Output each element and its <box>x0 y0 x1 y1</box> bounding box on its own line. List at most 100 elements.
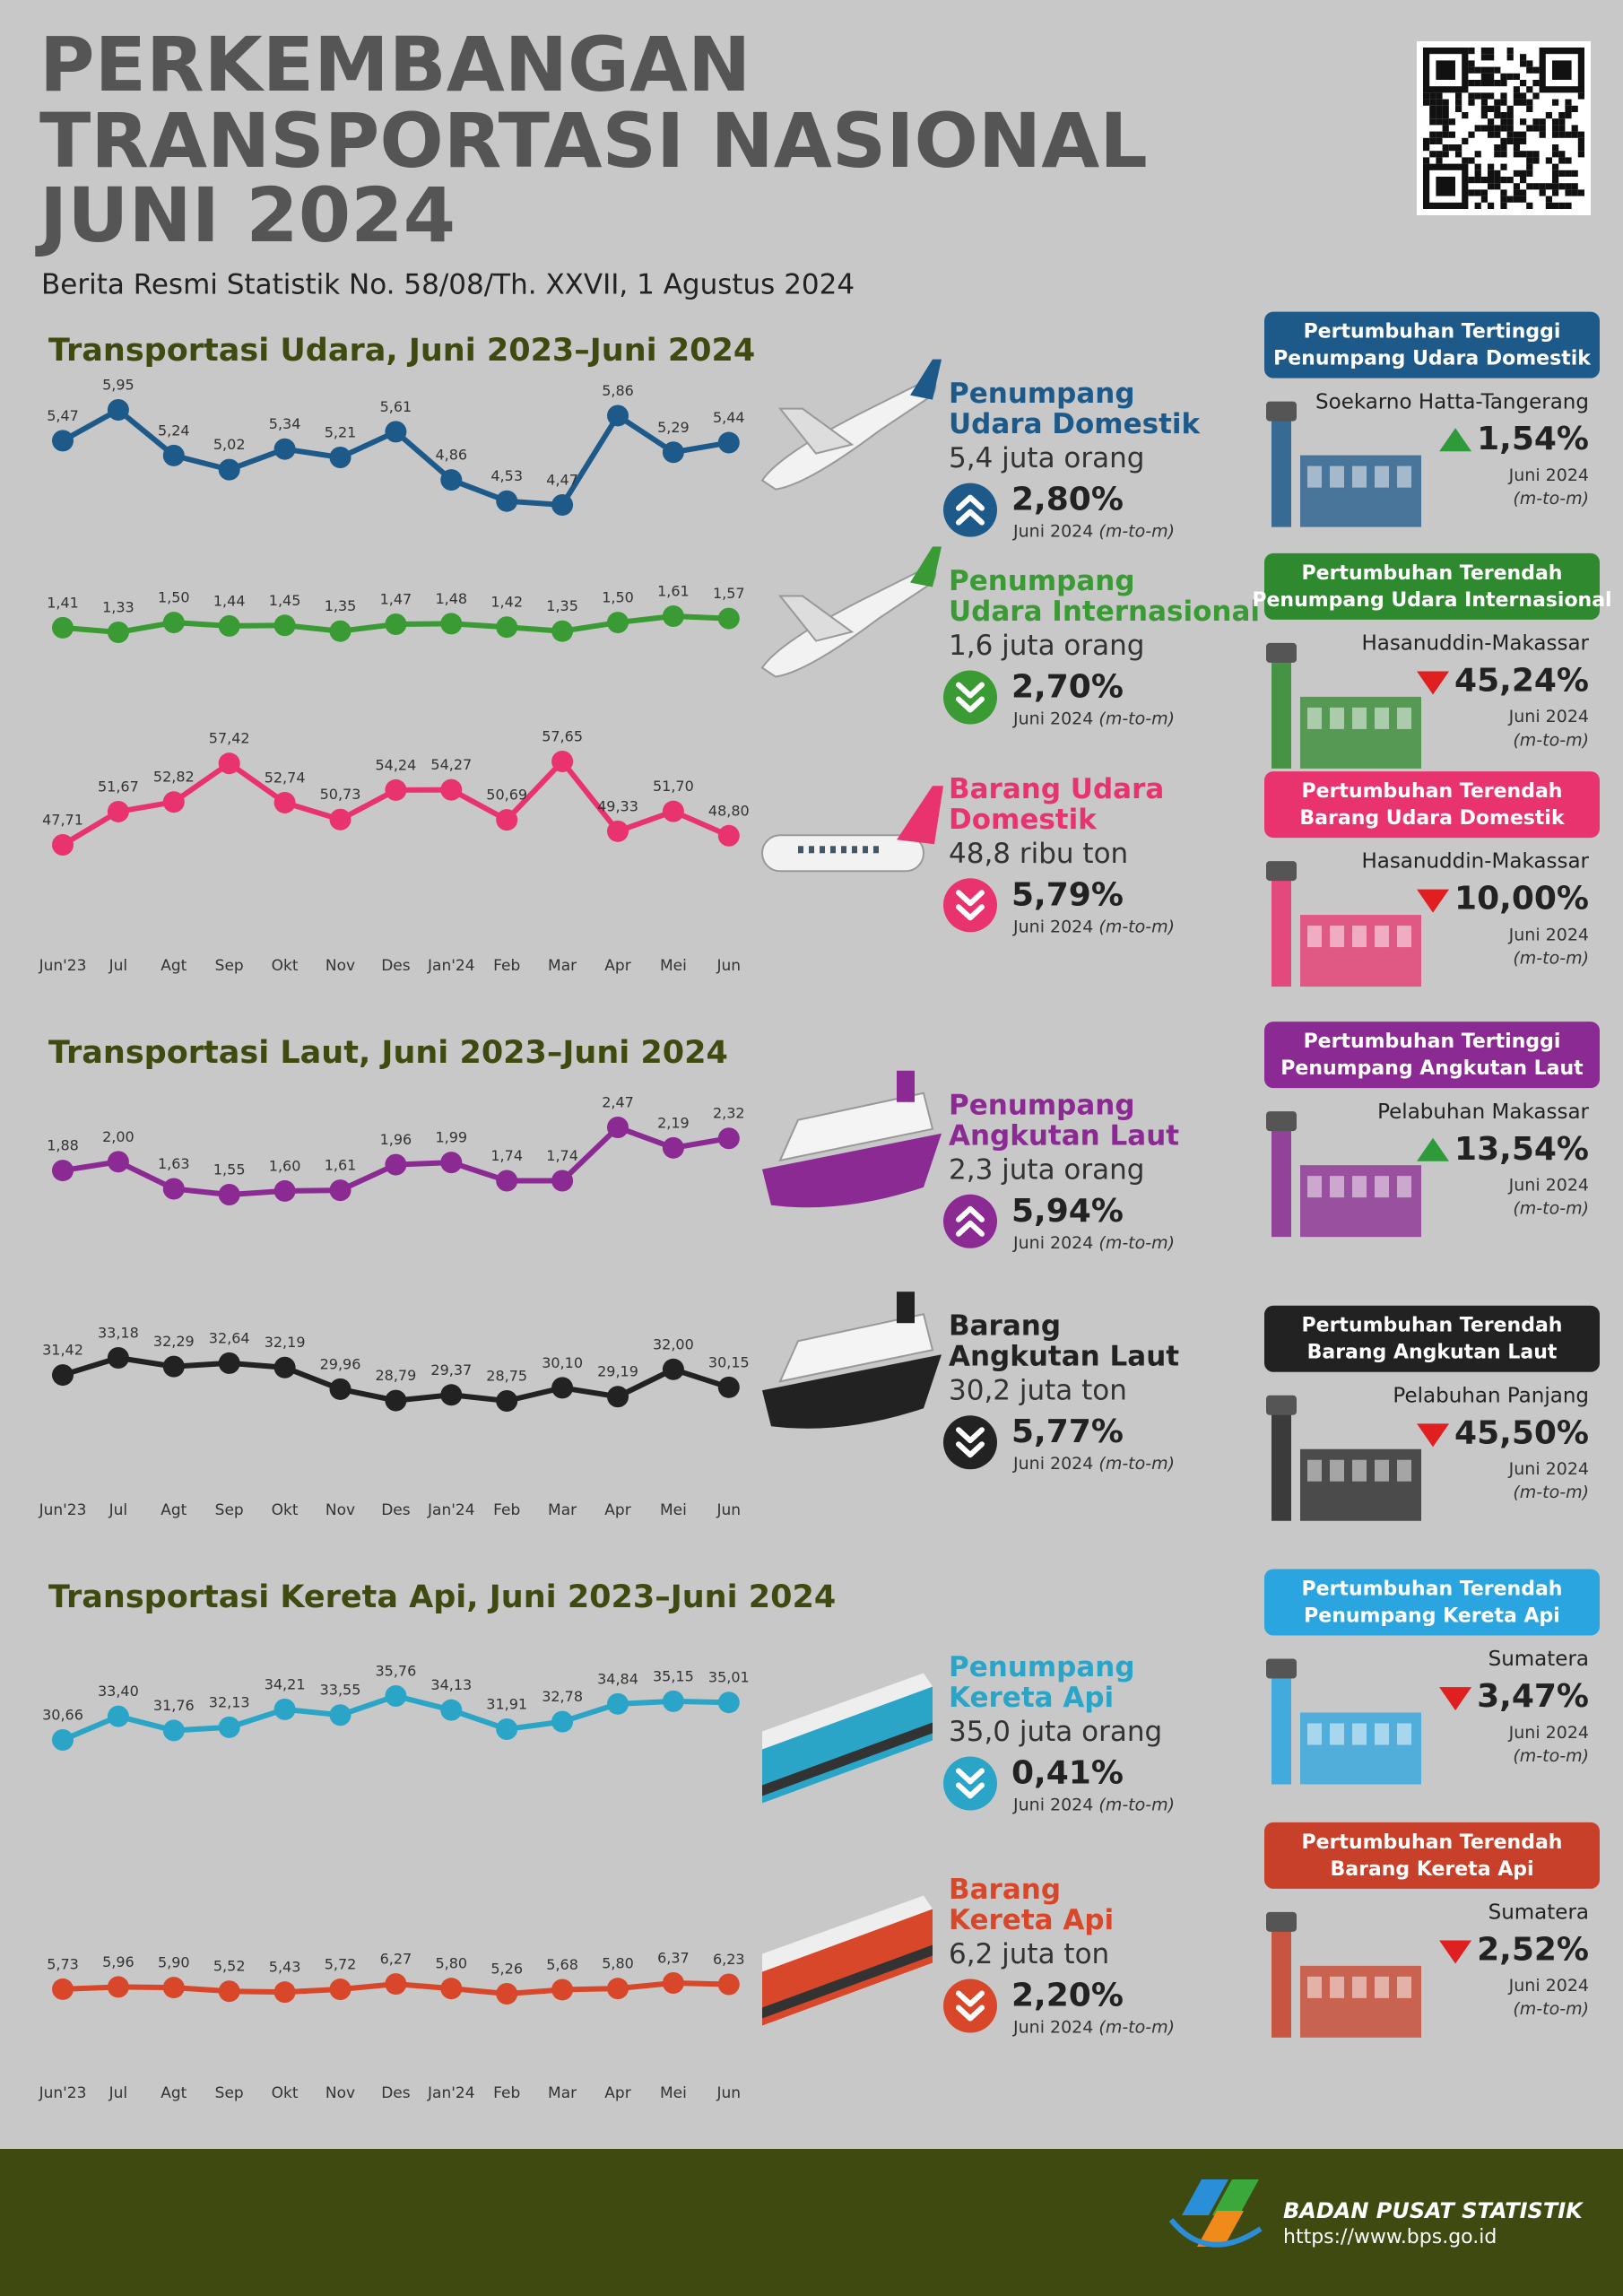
summary-change: 0,41% <box>1011 1754 1124 1791</box>
ship-hull <box>762 1133 942 1208</box>
building-window <box>1352 1723 1367 1745</box>
data-point <box>717 1973 740 1996</box>
building-window <box>1352 1459 1367 1482</box>
period: Juni 2024 <box>1012 521 1093 541</box>
data-point <box>662 605 684 627</box>
qr-module <box>1500 73 1507 80</box>
qr-module <box>1442 99 1449 106</box>
qr-module <box>1468 92 1475 100</box>
qr-module <box>1500 144 1507 152</box>
chevron <box>956 682 985 699</box>
data-label: 5,26 <box>490 1961 523 1978</box>
data-label: 29,96 <box>320 1355 361 1372</box>
qr-module <box>1494 177 1501 184</box>
data-point <box>496 1390 518 1412</box>
data-point <box>551 1377 574 1399</box>
data-label: 5,96 <box>102 1953 135 1970</box>
data-label: 57,65 <box>542 728 583 745</box>
data-point <box>52 1978 74 2000</box>
qr-module <box>1468 189 1475 196</box>
highlight-header <box>1264 1822 1600 1889</box>
data-point <box>385 421 407 443</box>
building-window <box>1397 1459 1411 1482</box>
data-point <box>329 1179 352 1202</box>
data-label: 5,72 <box>325 1956 357 1973</box>
building-window <box>1375 1723 1389 1745</box>
summary-period: Juni 2024 (m-to-m) <box>1012 521 1175 541</box>
qr-module <box>1520 151 1527 158</box>
data-label: 2,19 <box>657 1114 690 1131</box>
qr-module <box>1506 137 1514 144</box>
summary-amount: 35,0 juta orang <box>949 1716 1162 1748</box>
summary-title: Kereta Api <box>949 1904 1114 1936</box>
data-point <box>107 1705 129 1727</box>
data-point <box>107 622 129 643</box>
summary-amount: 30,2 juta ton <box>949 1375 1127 1407</box>
qr-module <box>1513 183 1520 190</box>
highlight-header <box>1264 1022 1600 1089</box>
x-tick-label: Sep <box>215 1501 244 1519</box>
qr-module <box>1480 105 1488 112</box>
data-label: 32,13 <box>209 1693 250 1710</box>
qr-module <box>1565 189 1572 196</box>
qr-module <box>1500 125 1507 132</box>
plane-tail <box>897 786 943 845</box>
building-window <box>1397 465 1411 488</box>
data-label: 5,80 <box>435 1955 467 1972</box>
building <box>1266 642 1297 663</box>
data-label: 1,60 <box>269 1157 301 1174</box>
change-triangle <box>1417 1137 1450 1161</box>
x-tick-label: Jan'24 <box>427 2084 475 2102</box>
qr-module <box>1494 99 1501 106</box>
building <box>1266 1111 1297 1132</box>
data-point <box>218 1184 240 1205</box>
x-tick-label: Agt <box>161 2084 187 2102</box>
x-tick-label: Apr <box>604 1501 630 1519</box>
highlight-header <box>1264 1305 1600 1372</box>
qr-module <box>1500 196 1507 203</box>
x-tick-label: Des <box>381 2084 411 2102</box>
highlight-change: 2,52% <box>1477 1931 1589 1968</box>
qr-module <box>1488 125 1495 132</box>
data-label: 1,41 <box>47 594 79 611</box>
qr-module <box>1500 163 1507 170</box>
data-point <box>607 612 629 634</box>
qr-module <box>1480 54 1488 61</box>
chevron <box>956 1990 985 2007</box>
period: Juni 2024 <box>1012 2017 1093 2037</box>
qr-module <box>1571 189 1578 196</box>
qr-module <box>1462 137 1469 144</box>
qr-module <box>1558 118 1566 126</box>
x-tick-label: Jun'23 <box>39 1501 87 1519</box>
data-point <box>607 404 629 427</box>
highlight-heading: Pertumbuhan Terendah <box>1302 1315 1563 1337</box>
highlight-heading: Penumpang Angkutan Laut <box>1280 1057 1584 1080</box>
summary-change: 5,79% <box>1011 876 1124 913</box>
data-point <box>551 1710 574 1733</box>
data-point <box>273 1356 296 1378</box>
highlight-basis: (m-to-m) <box>1513 1199 1589 1219</box>
qr-module <box>1468 60 1475 67</box>
qr-module <box>1552 99 1559 106</box>
summary-title: Penumpang <box>949 1651 1135 1683</box>
x-tick-label: Sep <box>215 957 244 975</box>
qr-module <box>1506 54 1514 61</box>
building-window <box>1307 707 1322 729</box>
qr-module <box>1474 170 1481 177</box>
highlight-period: Juni 2024 <box>1508 707 1589 726</box>
qr-module <box>1506 112 1514 119</box>
qr-module <box>1520 170 1527 177</box>
qr-module <box>1474 66 1481 74</box>
data-point <box>717 1692 740 1714</box>
qr-module <box>1526 202 1533 209</box>
highlight-change: 1,54% <box>1477 421 1589 457</box>
data-label: 6,27 <box>380 1951 412 1968</box>
qr-module <box>1488 48 1495 55</box>
highlight-period: Juni 2024 <box>1508 1175 1589 1195</box>
highlight-change: 45,50% <box>1454 1414 1589 1451</box>
title-line: PERKEMBANGAN <box>39 21 751 109</box>
qr-module <box>1506 105 1514 112</box>
summary-title: Udara Internasional <box>949 596 1260 628</box>
qr-module <box>1552 177 1559 184</box>
qr-module <box>1513 86 1520 93</box>
